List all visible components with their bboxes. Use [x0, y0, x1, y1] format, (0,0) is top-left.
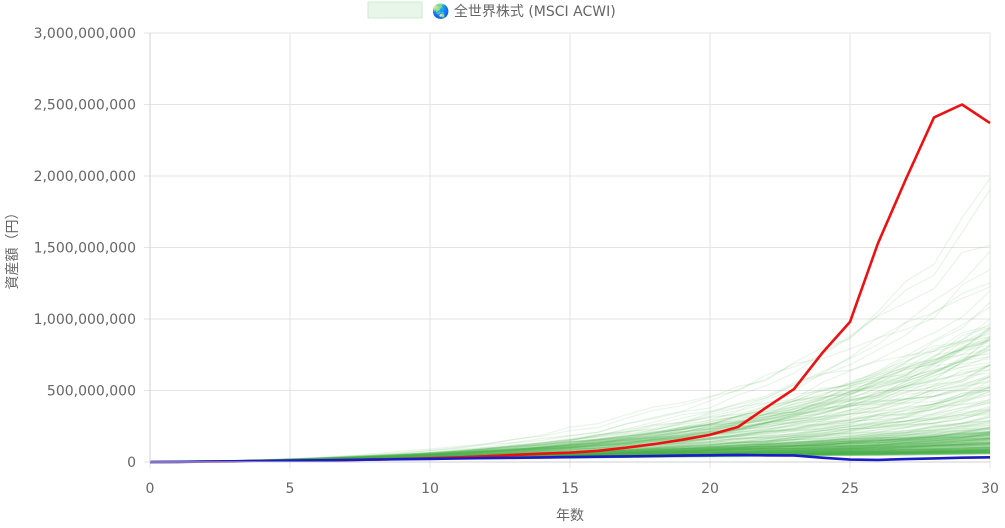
y-tick-label: 2,000,000,000 — [34, 169, 136, 185]
simulation-path — [149, 189, 991, 463]
simulation-path — [149, 244, 991, 463]
legend-label[interactable]: 🌏 全世界株式 (MSCI ACWI) — [432, 3, 616, 20]
highlighted-series — [149, 103, 991, 464]
grid — [144, 32, 991, 468]
x-axis-title: 年数 — [556, 508, 584, 524]
x-tick-label: 25 — [841, 481, 859, 497]
axes: 0 500,000,000 1,000,000,000 1,500,000,000 2,… — [34, 26, 999, 497]
y-tick-label: 3,000,000,000 — [34, 26, 136, 42]
y-tick-label: 2,500,000,000 — [34, 98, 136, 114]
simulation-path — [149, 269, 991, 463]
y-tick-label: 0 — [127, 455, 136, 471]
x-tick-label: 0 — [146, 481, 155, 497]
y-tick-label: 1,000,000,000 — [34, 312, 136, 328]
legend[interactable]: 🌏 全世界株式 (MSCI ACWI) — [367, 1, 616, 20]
simulation-path — [149, 306, 991, 463]
y-tick-label: 1,500,000,000 — [34, 241, 136, 257]
simulation-path — [149, 177, 991, 463]
y-tick-label: 500,000,000 — [47, 384, 136, 400]
simulation-path — [149, 282, 991, 463]
y-axis-title: 資産額（円） — [5, 206, 21, 290]
x-tick-label: 5 — [286, 481, 295, 497]
x-tick-label: 30 — [981, 481, 999, 497]
simulation-path — [149, 251, 991, 463]
x-tick-label: 15 — [561, 481, 579, 497]
worst-case-line — [149, 453, 991, 464]
legend-swatch[interactable] — [367, 1, 423, 19]
x-tick-label: 10 — [421, 481, 439, 497]
x-tick-label: 20 — [701, 481, 719, 497]
